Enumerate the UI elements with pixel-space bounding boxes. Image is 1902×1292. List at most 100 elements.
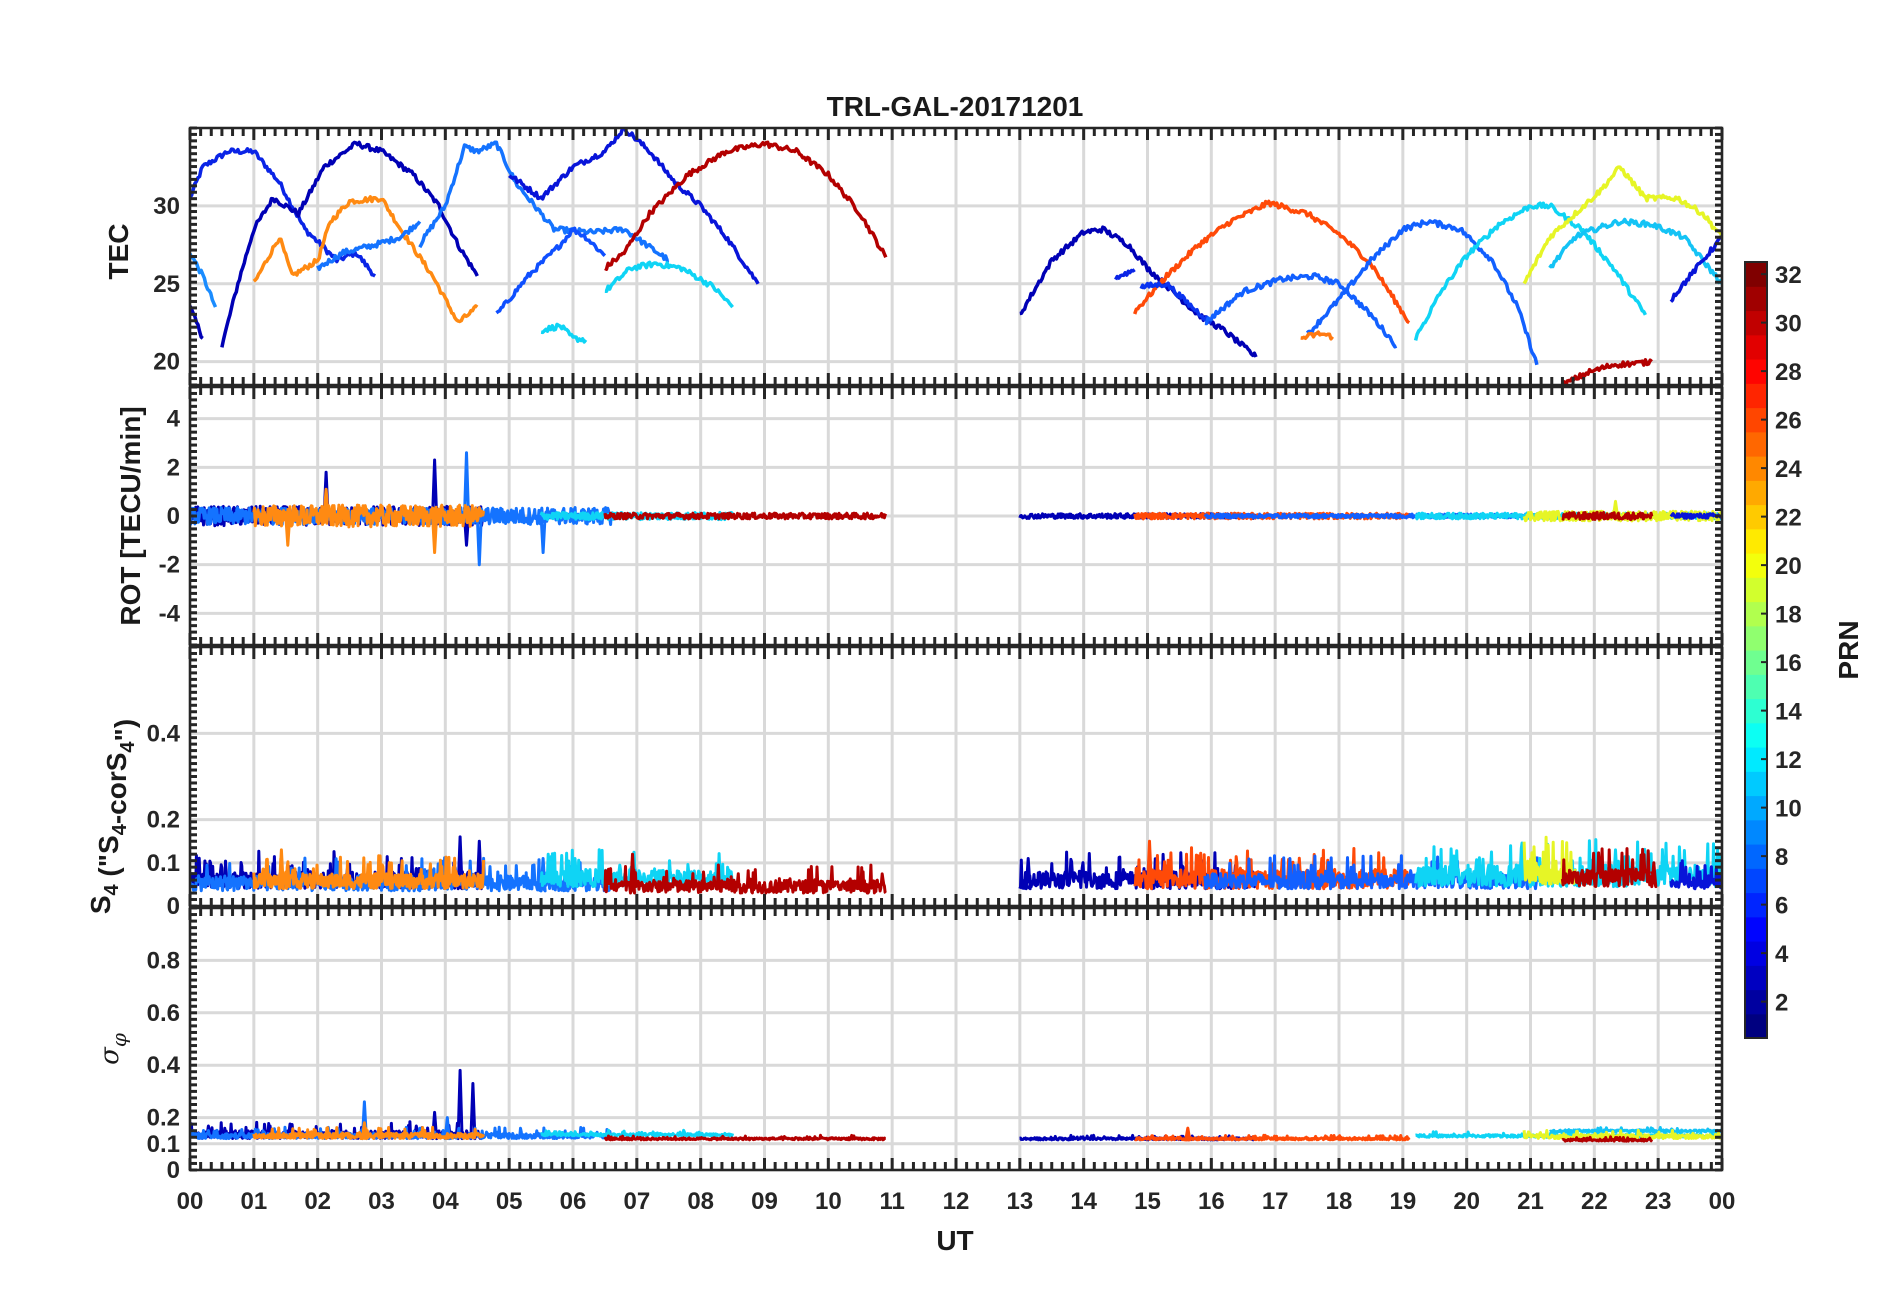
ytick-label-sigma: 0.6 [147,1000,180,1027]
tick-marks-rot [188,385,1724,647]
colorbar-tick-label: 8 [1775,844,1788,871]
colorbar-swatch [1745,286,1767,312]
colorbar-swatch [1745,1013,1767,1039]
sigma-trace-prn-19 [1522,1128,1722,1141]
y-axis-label-sigma: σφ [95,1033,131,1065]
xtick-label: 20 [1453,1188,1480,1215]
xtick-label: 05 [496,1188,523,1215]
colorbar-swatch [1745,795,1767,821]
sigma-trace-prn-31 [1561,1135,1654,1143]
xtick-label: 03 [368,1188,395,1215]
tec-line-prn-9 [418,140,670,263]
colorbar-tick-label: 30 [1775,311,1802,338]
colorbar-swatch [1745,650,1767,675]
panel-s4: 0 0.1 0.2 0.4 S4 ("S4-corS4") [85,645,1724,920]
ytick-label-rot: -4 [159,600,181,627]
tec-line-prn-26 [1133,199,1411,325]
tec-line-prn-4 [190,147,377,278]
tec-line-prn-10 [190,252,218,308]
colorbar-tick-label: 24 [1775,456,1802,483]
panel-tec: 20 25 30 TEC [103,126,1724,387]
chart-title: TRL-GAL-20171201 [827,91,1084,122]
ytick-label-rot: -2 [159,552,180,579]
xtick-label: 16 [1198,1188,1225,1215]
tec-line-prn-31 [1561,358,1653,385]
ytick-label-tec: 25 [153,271,180,298]
ytick-label-sigma: 0.2 [147,1105,180,1132]
colorbar-tick-label: 20 [1775,553,1802,580]
ytick-label-tec: 20 [153,349,180,376]
colorbar-tick-label: 22 [1775,505,1802,532]
ytick-label-s4: 0.4 [147,720,181,747]
s4-trace-prn-31 [603,852,887,895]
colorbar-swatch [1745,941,1767,966]
panel-rot: -4 -2 0 2 4 ROT [TECU/min] [115,385,1724,647]
tec-line-prn-11 [1548,217,1722,285]
colorbar-label: PRN [1833,620,1864,679]
colorbar-swatch [1745,771,1767,797]
y-axis-label-s4: S4 ("S4-corS4") [85,719,140,914]
ytick-label-tec: 30 [153,193,180,220]
colorbar-swatch [1745,577,1767,603]
colorbar-swatch [1745,916,1767,942]
colorbar-swatch [1745,674,1767,700]
colorbar-tick-label: 12 [1775,747,1802,774]
sigma-trace-prn-12 [540,1128,735,1138]
tec-line-prn-6 [495,226,607,315]
xtick-label: 09 [751,1188,778,1215]
tick-marks-sigma [188,906,1724,1172]
xtick-label: 14 [1070,1188,1097,1215]
xtick-label: 01 [240,1188,267,1215]
xtick-label: 19 [1389,1188,1416,1215]
x-axis-ticks: 00 01 02 03 04 05 06 07 08 09 10 11 12 13 14 15 16 17 18 19… [177,1188,1736,1215]
xtick-label: 21 [1517,1188,1544,1215]
tec-line-prn-12 [604,260,734,309]
colorbar-swatch [1745,334,1767,360]
colorbar-tick-label: 26 [1775,408,1802,435]
xtick-label: 12 [943,1188,970,1215]
sigma-trace-prn-23 [252,1121,485,1141]
colorbar-swatch [1745,456,1767,481]
ytick-label-rot: 2 [167,454,180,481]
tec-line-prn-3 [1669,235,1722,303]
rot-trace-prn-31 [603,511,888,521]
tec-line-prn-7 [1305,219,1539,366]
colorbar-tick-label: 4 [1775,941,1789,968]
rot-trace-prn-2 [190,458,485,547]
colorbar-tick-label: 28 [1775,359,1802,386]
colorbar-tick-label: 14 [1775,699,1802,726]
xtick-label: 17 [1262,1188,1289,1215]
colorbar-swatch [1745,310,1767,336]
tick-marks-s4 [188,645,1724,908]
colorbar-swatch [1745,965,1767,991]
tec-line-prn-9 [316,220,422,272]
tec-line-prn-4 [1114,268,1136,281]
rot-trace-prn-23 [252,487,486,554]
tec-line-prn-2 [220,140,479,348]
ytick-label-sigma: 0.8 [147,947,180,974]
colorbar-swatch [1745,601,1767,627]
series-rot [190,451,1722,567]
tec-line-prn-31 [604,140,888,271]
colorbar-tick-label: 2 [1775,990,1788,1017]
xtick-label: 22 [1581,1188,1608,1215]
colorbar-swatch [1745,819,1767,845]
xtick-label: 08 [687,1188,714,1215]
sigma-trace-prn-31 [603,1133,887,1142]
colorbar-swatch [1745,407,1767,433]
tick-marks-tec [188,126,1724,387]
ytick-label-sigma: 0 [167,1157,180,1184]
tec-line-prn-7 [1204,272,1398,349]
colorbar-swatch [1745,722,1767,748]
xtick-label: 06 [560,1188,587,1215]
ytick-label-s4: 0.2 [147,807,180,834]
ytick-label-sigma: 0.1 [147,1131,180,1158]
s4-trace-prn-3 [1669,859,1722,891]
colorbar-swatch [1745,528,1767,554]
xtick-label: 07 [623,1188,650,1215]
xtick-label: 18 [1326,1188,1353,1215]
xtick-label: 13 [1006,1188,1033,1215]
